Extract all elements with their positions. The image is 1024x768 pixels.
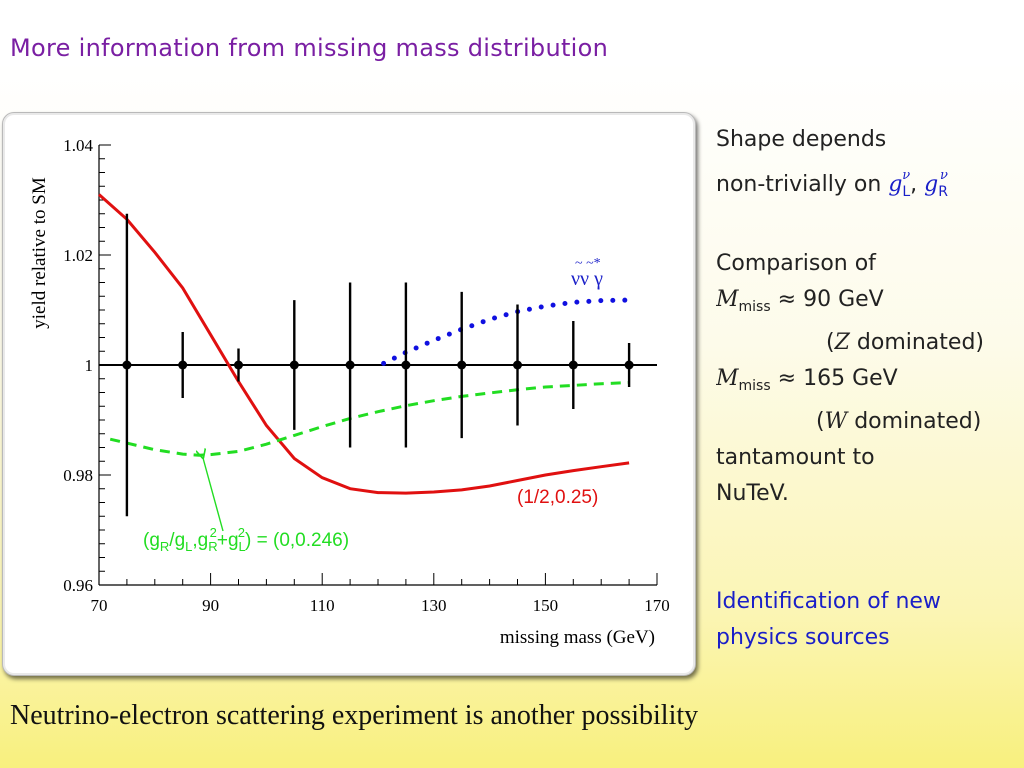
blue-series-label: νν γ <box>571 268 603 290</box>
data-point <box>401 360 411 370</box>
data-point <box>624 360 634 370</box>
data-point <box>457 360 467 370</box>
slide-footer: Neutrino-electron scattering experiment … <box>10 700 699 731</box>
x-tick-label: 170 <box>644 596 670 615</box>
y-tick-label: 1.04 <box>63 136 93 155</box>
data-point <box>513 360 522 370</box>
green-series-label: (gR/gL,gR2+gL2) = (0,0.246) <box>143 525 349 554</box>
mmiss-90-line: Mmiss ≈ 90 GeV <box>716 287 884 315</box>
nutev-line: NuTeV. <box>716 481 789 506</box>
x-tick-label: 70 <box>91 596 108 615</box>
shape-line-2: non-trivially on gLν, gRν <box>716 168 948 200</box>
slide-title: More information from missing mass distr… <box>10 34 609 62</box>
z-dominated-line: (Z dominated) <box>826 330 984 355</box>
data-point <box>122 360 132 370</box>
data-point <box>178 360 188 370</box>
series-solid-curve <box>98 193 630 495</box>
identification-line-1: Identification of new <box>716 589 941 614</box>
data-point <box>289 360 299 370</box>
tilde-marks: ~ ~* <box>575 256 601 271</box>
chart-frame: 0.96 0.98 1 1.02 1.04 70 90 110 130 150 170 yield … <box>2 112 696 676</box>
x-axis-label: missing mass (GeV) <box>500 627 655 648</box>
mmiss-165-line: Mmiss ≈ 165 GeV <box>716 366 898 394</box>
series-dotted-curve <box>381 297 632 366</box>
x-tick-label: 90 <box>202 596 219 615</box>
w-dominated-line: (W dominated) <box>816 409 982 434</box>
data-point <box>568 360 578 370</box>
y-tick-label: 1 <box>85 356 94 375</box>
y-tick-label: 0.96 <box>63 576 93 595</box>
tantamount-line: tantamount to <box>716 445 875 470</box>
series-dashed-curve <box>109 381 630 457</box>
g-right: gRν <box>924 168 948 200</box>
x-tick-label: 130 <box>421 596 447 615</box>
side-notes: Shape depends non-trivially on gLν, gRν … <box>716 122 1024 656</box>
x-tick-label: 110 <box>310 596 335 615</box>
g-left: gLν <box>888 168 911 200</box>
comparison-line: Comparison of <box>716 251 876 276</box>
missing-mass-chart: 0.96 0.98 1 1.02 1.04 70 90 110 130 150 170 yield … <box>29 136 670 648</box>
data-point <box>234 360 243 370</box>
y-tick-label: 1.02 <box>63 246 93 265</box>
y-tick-label: 0.98 <box>63 466 93 485</box>
shape-line-1: Shape depends <box>716 127 887 152</box>
y-axis-label: yield relative to SM <box>29 177 50 329</box>
green-annotation-arrow <box>203 458 224 532</box>
data-point <box>345 360 355 370</box>
identification-line-2: physics sources <box>716 625 890 650</box>
x-tick-label: 150 <box>533 596 559 615</box>
shape-line-2-text: non-trivially on <box>716 172 882 197</box>
red-series-label: (1/2,0.25) <box>517 487 598 508</box>
